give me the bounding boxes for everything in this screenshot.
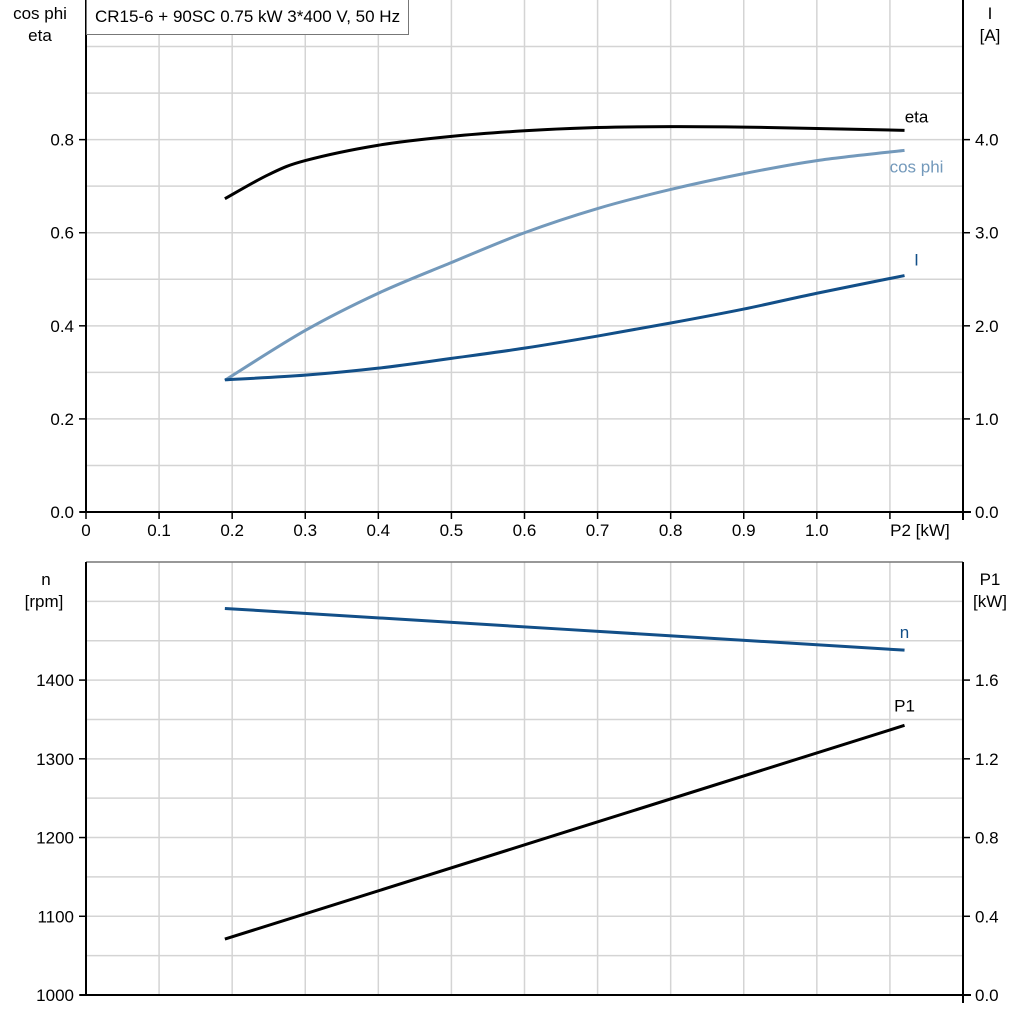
y-tick-label-right: 1.2 xyxy=(975,750,999,769)
series-label: n xyxy=(900,623,909,642)
series-line-n xyxy=(224,606,905,652)
series-line-eta xyxy=(224,125,905,201)
y-tick-label-left: 0.4 xyxy=(50,317,74,336)
y-tick-label-right: 0.4 xyxy=(975,907,999,926)
y-tick-label-left: 1200 xyxy=(36,829,74,848)
series-label: I xyxy=(914,251,919,270)
y-tick-label-left: 1100 xyxy=(37,907,74,926)
y-tick-label-left: 0.6 xyxy=(50,224,74,243)
y-axis-label-right: P1 xyxy=(980,570,1001,589)
y-axis-label-left: cos phi xyxy=(13,4,67,23)
y-tick-label-left: 0.8 xyxy=(50,131,74,150)
y-tick-label-left: 1400 xyxy=(36,671,74,690)
x-tick-label: 0.3 xyxy=(293,521,317,540)
y-tick-label-right: 0.8 xyxy=(975,829,999,848)
x-tick-label: 0.1 xyxy=(147,521,171,540)
series-label: eta xyxy=(905,107,929,126)
y-axis-label-left: [rpm] xyxy=(25,592,64,611)
y-axis-label-right: [kW] xyxy=(973,592,1007,611)
series-line-p1 xyxy=(224,723,905,941)
y-tick-label-left: 0.2 xyxy=(50,410,74,429)
y-tick-label-right: 4.0 xyxy=(975,131,999,150)
x-tick-label: 0.6 xyxy=(513,521,537,540)
y-tick-label-left: 1000 xyxy=(36,986,74,1005)
x-axis-label: P2 [kW] xyxy=(890,521,950,540)
x-tick-label: 0.5 xyxy=(440,521,464,540)
y-tick-label-right: 2.0 xyxy=(975,317,999,336)
x-tick-label: 0.2 xyxy=(220,521,244,540)
x-tick-label: 0.9 xyxy=(732,521,756,540)
y-axis-label-right: I xyxy=(988,4,993,23)
x-tick-label: 0.4 xyxy=(367,521,391,540)
series-line-i xyxy=(224,274,905,382)
y-axis-label-left: eta xyxy=(28,26,52,45)
x-tick-label: 0.7 xyxy=(586,521,610,540)
y-tick-label-right: 0.0 xyxy=(975,986,999,1005)
y-tick-label-right: 1.0 xyxy=(975,410,999,429)
y-axis-label-left: n xyxy=(41,570,50,589)
y-tick-label-right: 0.0 xyxy=(975,503,999,522)
y-tick-label-right: 1.6 xyxy=(975,671,999,690)
y-tick-label-left: 1300 xyxy=(36,750,74,769)
series-label: P1 xyxy=(894,696,915,715)
x-tick-label: 0 xyxy=(81,521,90,540)
y-tick-label-left: 0.0 xyxy=(50,503,74,522)
chart-title: CR15-6 + 90SC 0.75 kW 3*400 V, 50 Hz xyxy=(86,0,410,35)
x-tick-label: 1.0 xyxy=(805,521,829,540)
series-label: cos phi xyxy=(890,157,944,176)
y-tick-label-right: 3.0 xyxy=(975,224,999,243)
y-axis-label-right: [A] xyxy=(980,26,1001,45)
series-line-cos-phi xyxy=(224,148,905,382)
x-tick-label: 0.8 xyxy=(659,521,683,540)
